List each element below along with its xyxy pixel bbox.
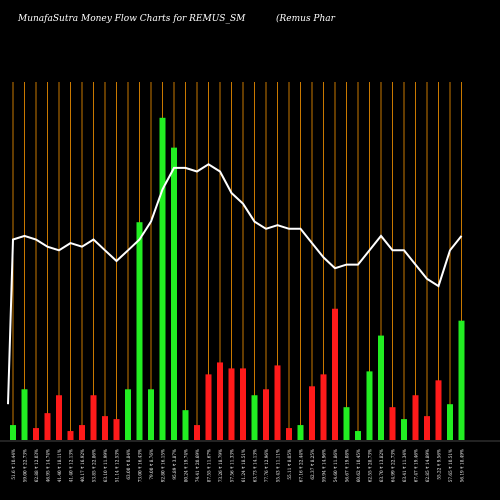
money-flow-bar [194,425,200,440]
x-tick-label: 55.43 ₹ 11.11% [276,449,281,482]
money-flow-bar [366,371,373,440]
money-flow-bar [205,374,212,440]
x-tick-label: 64.99 ₹ 22.73% [391,449,396,482]
money-flow-bars [10,117,465,441]
x-tick-label: 61.24 ₹ 18.51% [241,449,246,482]
money-flow-bar [447,404,453,440]
x-tick-label: 74.41 ₹ 20.69% [195,449,200,482]
money-flow-bar [424,416,430,440]
money-flow-bar [401,419,407,440]
x-tick-label: 55.11 ₹ 8.05% [287,449,292,480]
x-tick-label: 56.67 ₹ 19.08% [345,449,350,482]
money-flow-bar [21,389,28,440]
x-axis-labels: 51.6 ₹ 10.44% 59.00 ₹ 22.73% 62.88 ₹ 12.03… [11,449,465,482]
x-tick-label: 56.19 ₹ 18.49% [460,449,465,482]
x-tick-label: 80.24 ₹ 19.74% [184,449,189,482]
money-flow-bar [343,407,350,440]
x-tick-label: 55.22 ₹ 9.56% [437,449,442,480]
x-tick-label: 57.65 ₹ 10.51% [448,449,453,482]
money-flow-bar [274,365,281,440]
x-tick-label: 51.6 ₹ 10.44% [11,449,16,480]
money-flow-bar [102,416,108,440]
x-tick-label: 73.26 ₹ 18.79% [218,449,223,482]
chart-title: MunafaSutra Money Flow Charts for REMUS_… [17,14,246,24]
x-tick-label: 62.55 ₹ 28.73% [368,449,373,482]
money-flow-bar [228,368,235,440]
money-flow-bar [389,407,396,440]
money-flow-bar [113,419,120,440]
x-tick-label: 79.00 ₹ 8.76% [149,449,154,480]
money-flow-bar [79,425,85,440]
x-tick-label: 63.41 ₹ 11.34% [402,449,407,482]
x-tick-label: 59.00 ₹ 22.73% [23,449,28,482]
money-flow-bar [458,320,465,440]
x-tick-label: 41.40 ₹ 18.11% [57,449,62,482]
money-flow-bar [90,395,97,440]
x-tick-label: 77.76 ₹ 12.96% [264,449,269,482]
x-tick-label: 73.00 ₹ 16.43% [138,449,143,482]
money-flow-bar [378,335,384,440]
money-flow-bar [33,428,39,440]
x-tick-label: 62.85 ₹ 14.89% [425,449,430,482]
x-tick-label: 63.70 ₹ 13.82% [379,449,384,482]
x-tick-label: 62.88 ₹ 12.03% [34,449,39,482]
chart-subtitle: (Remus Phar [276,13,336,24]
money-flow-bar [412,395,419,440]
money-flow-bar [217,362,223,440]
money-flow-bar [332,308,338,440]
price-trend-line [7,163,463,405]
x-tick-label: 54.60 ₹ 11.86% [333,449,338,482]
x-tick-label: 46.95 ₹ 14.74% [46,449,51,482]
money-flow-bar [148,389,154,440]
money-flow-bar [286,428,292,440]
x-tick-label: 87.55 ₹ 11.67% [207,449,212,482]
money-flow-bar [159,117,166,441]
x-tick-label: 53.85 ₹ 22.86% [92,449,97,482]
x-tick-label: 95.89 ₹ 3.87% [172,449,177,480]
x-tick-label: 63.73 ₹ 14.13% [253,449,258,482]
x-tick-label: 51.14 ₹ 12.53% [115,449,120,482]
x-tick-label: 67.16 ₹ 22.44% [299,449,304,482]
money-flow-bar [125,389,131,440]
x-tick-label: 63.10 ₹ 11.99% [103,449,108,482]
money-flow-bar [320,374,327,440]
money-flow-bar [171,147,177,440]
money-flow-bar [309,386,315,440]
x-tick-label: 57.56 ₹ 11.33% [230,449,235,482]
money-flow-bar [355,431,361,440]
money-flow-bar [10,425,16,440]
money-flow-bar [182,410,189,440]
x-tick-label: 60.62 ₹ 10.45% [356,449,361,482]
money-flow-bar [435,380,442,440]
money-flow-bar [44,413,51,440]
money-flow-bar [251,395,258,440]
money-flow-bar [240,368,246,440]
money-flow-bar [297,425,304,440]
money-flow-bar [67,431,74,440]
x-tick-label: 62.37 ₹ 8.25% [310,449,315,480]
money-flow-bar [56,395,62,440]
x-tick-label: 40.17 ₹ 16.92% [80,449,85,482]
money-flow-bar [136,222,143,440]
x-tick-label: 41.40 ₹ 12.13% [69,449,74,482]
money-flow-bar [263,389,269,440]
x-tick-label: 67.47 ₹ 19.46% [414,449,419,482]
x-tick-label: 92.80 ₹ 16.15% [161,449,166,482]
x-tick-label: 63.00 ₹ 0.84% [126,449,131,480]
x-tick-label: 59.94 ₹ 14.96% [322,449,327,482]
